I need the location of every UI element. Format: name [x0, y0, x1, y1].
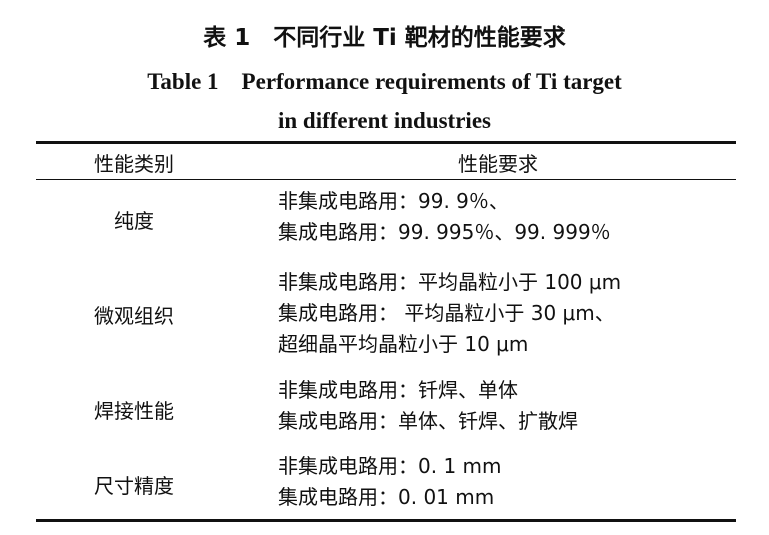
requirement-line: 非集成电路用：钎焊、单体	[278, 378, 518, 402]
requirement-line: 集成电路用：99. 995％、99. 999％	[278, 220, 611, 244]
requirements-microstructure: 非集成电路用：平均晶粒小于 100 μm 集成电路用： 平均晶粒小于 30 μm…	[278, 267, 621, 360]
top-rule	[36, 141, 736, 144]
requirement-line: 超细晶平均晶粒小于 10 μm	[278, 332, 529, 356]
requirement-line: 非集成电路用：99. 9％、	[278, 189, 509, 213]
requirement-line: 非集成电路用：平均晶粒小于 100 μm	[278, 270, 622, 294]
requirements-purity: 非集成电路用：99. 9％、 集成电路用：99. 995％、99. 999％	[278, 186, 611, 248]
table-caption-chinese: 表 1 不同行业 Ti 靶材的性能要求	[203, 25, 566, 51]
requirements-welding: 非集成电路用：钎焊、单体 集成电路用：单体、钎焊、扩散焊	[278, 375, 578, 437]
category-microstructure: 微观组织	[94, 304, 174, 328]
bottom-rule	[36, 519, 736, 522]
category-welding: 焊接性能	[94, 399, 174, 423]
requirement-line: 集成电路用：0. 01 mm	[278, 485, 495, 509]
table-caption-english-line1: Table 1 Performance requirements of Ti t…	[147, 69, 622, 94]
category-purity: 纯度	[114, 209, 154, 233]
requirement-line: 集成电路用： 平均晶粒小于 30 μm、	[278, 301, 615, 325]
header-category: 性能类别	[94, 152, 174, 176]
category-dimensional-accuracy: 尺寸精度	[94, 474, 174, 498]
requirements-dimensional-accuracy: 非集成电路用：0. 1 mm 集成电路用：0. 01 mm	[278, 451, 502, 513]
requirement-line: 非集成电路用：0. 1 mm	[278, 454, 502, 478]
table-caption-english-line2: in different industries	[278, 108, 491, 133]
header-rule	[36, 179, 736, 180]
requirement-line: 集成电路用：单体、钎焊、扩散焊	[278, 409, 578, 433]
header-requirements: 性能要求	[458, 152, 538, 176]
